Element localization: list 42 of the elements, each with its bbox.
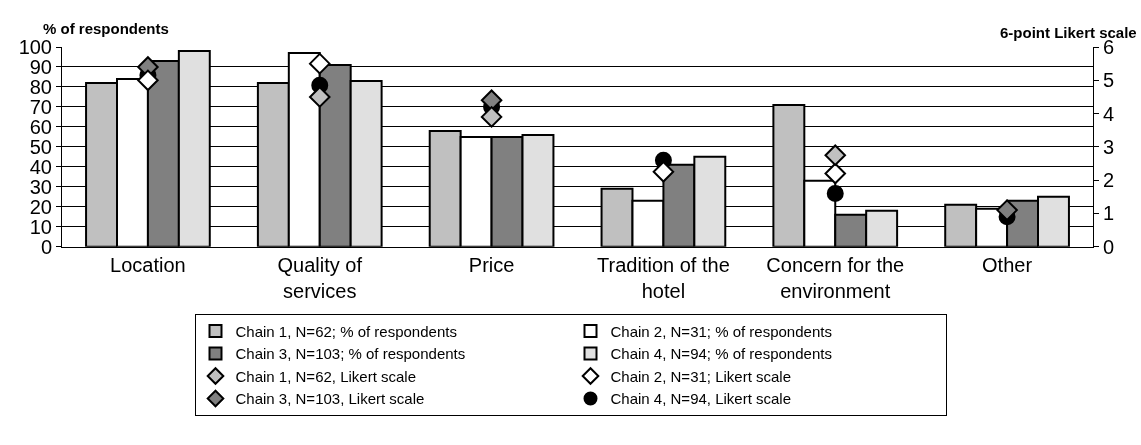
y-tick-label: 70 bbox=[29, 95, 52, 118]
y-axis-title: % of respondents bbox=[43, 20, 169, 37]
legend-label: Chain 1, N=62; % of respondents bbox=[235, 322, 457, 340]
point bbox=[480, 106, 503, 128]
x-tick-label: Price bbox=[468, 253, 515, 276]
legend-label: Chain 1, N=62, Likert scale bbox=[235, 367, 417, 385]
x-tick-label: Quality of services bbox=[277, 253, 363, 302]
x-tick-label: Location bbox=[110, 253, 186, 276]
y2-tick-label: 5 bbox=[1103, 69, 1115, 92]
legend-label: Chain 4, N=94, Likert scale bbox=[610, 390, 792, 408]
y-tick-label: 80 bbox=[29, 75, 52, 98]
legend-label: Chain 3, N=103, Likert scale bbox=[235, 390, 425, 408]
point bbox=[996, 199, 1018, 221]
y-tick-label: 0 bbox=[40, 235, 52, 258]
y2-tick-label: 2 bbox=[1103, 169, 1115, 192]
legend-label: Chain 4, N=94; % of respondents bbox=[610, 345, 832, 363]
y-tick-label: 10 bbox=[29, 215, 52, 238]
y2-axis-title: 6-point Likert scale bbox=[1000, 24, 1137, 41]
legend-label: Chain 3, N=103; % of respondents bbox=[235, 345, 466, 363]
y-tick-label: 30 bbox=[29, 175, 52, 198]
y-tick-label: 50 bbox=[29, 135, 52, 158]
point bbox=[652, 161, 675, 183]
legend-label: Chain 2, N=31; % of respondents bbox=[610, 322, 832, 340]
y-tick-label: 40 bbox=[29, 155, 52, 178]
y2-tick-label: 1 bbox=[1103, 202, 1115, 225]
y-tick-label: 20 bbox=[29, 195, 52, 218]
x-tick-label: Tradition of the hotel bbox=[597, 253, 730, 302]
y-tick-label: 90 bbox=[29, 55, 52, 78]
legend-label: Chain 2, N=31; Likert scale bbox=[610, 367, 792, 385]
point bbox=[824, 162, 846, 185]
y-tick-label: 60 bbox=[29, 115, 52, 138]
point bbox=[824, 144, 846, 166]
y2-tick-label: 0 bbox=[1103, 235, 1115, 258]
point bbox=[309, 86, 331, 108]
y2-tick-label: 4 bbox=[1103, 102, 1115, 125]
y-tick-label: 100 bbox=[18, 36, 52, 58]
y2-tick-label: 3 bbox=[1103, 135, 1115, 158]
x-tick-label: Concern for the environment bbox=[766, 253, 905, 302]
point bbox=[137, 69, 159, 92]
point bbox=[309, 52, 331, 75]
x-tick-label: Other bbox=[982, 253, 1033, 276]
point bbox=[826, 184, 844, 202]
